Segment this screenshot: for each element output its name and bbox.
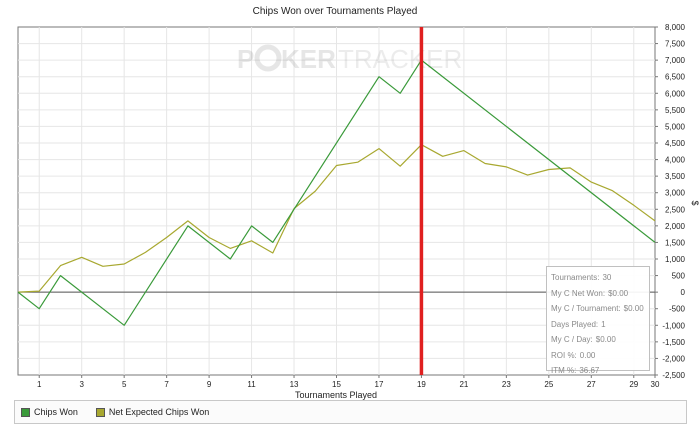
stats-row: My C / Tournament: $0.00 bbox=[551, 301, 645, 317]
x-tick-label: 27 bbox=[587, 380, 596, 389]
stats-label: Days Played: bbox=[551, 319, 599, 329]
y-tick-label: 1,500 bbox=[665, 238, 686, 247]
x-tick-label: 9 bbox=[207, 380, 212, 389]
legend-label-chips-won: Chips Won bbox=[34, 407, 78, 417]
y-tick-label: -2,500 bbox=[662, 371, 685, 380]
y-tick-label: 7,000 bbox=[665, 56, 686, 65]
x-tick-label: 23 bbox=[502, 380, 511, 389]
y-tick-label: 1,000 bbox=[665, 255, 686, 264]
x-tick-label: 3 bbox=[79, 380, 84, 389]
y-tick-label: 3,500 bbox=[665, 172, 686, 181]
x-axis-label: Tournaments Played bbox=[295, 390, 377, 400]
x-tick-label: 13 bbox=[290, 380, 299, 389]
stats-value: 1 bbox=[601, 319, 606, 329]
stats-label: ITM %: bbox=[551, 366, 577, 375]
y-tick-label: 6,500 bbox=[665, 73, 686, 82]
x-tick-label: 25 bbox=[544, 380, 553, 389]
x-tick-label: 17 bbox=[375, 380, 384, 389]
y-tick-label: 500 bbox=[672, 272, 686, 281]
x-tick-label: 29 bbox=[629, 380, 638, 389]
series-line-chips-won bbox=[17, 59, 656, 326]
x-tick-label: 19 bbox=[417, 380, 426, 389]
legend-item-net-expected[interactable]: Net Expected Chips Won bbox=[95, 407, 210, 417]
x-tick-label: 1 bbox=[37, 380, 42, 389]
stats-label: My C / Day: bbox=[551, 335, 593, 344]
x-tick-label: 5 bbox=[122, 380, 127, 389]
stats-label: My C / Tournament: bbox=[551, 304, 621, 313]
y-tick-label: -2,000 bbox=[662, 354, 685, 363]
y-tick-label: 7,500 bbox=[665, 40, 686, 49]
y-axis-label: $ bbox=[690, 200, 700, 205]
watermark-mid: KER bbox=[281, 44, 336, 74]
y-tick-label: -1,500 bbox=[662, 338, 685, 347]
x-tick-label: 7 bbox=[164, 380, 169, 389]
x-tick-label: 21 bbox=[459, 380, 468, 389]
legend: Chips Won Net Expected Chips Won bbox=[14, 400, 687, 424]
y-tick-label: 4,000 bbox=[665, 156, 686, 165]
x-tick-label: 30 bbox=[651, 380, 660, 389]
watermark-chip-icon bbox=[254, 44, 282, 72]
stats-row: Tournaments: 30 bbox=[551, 270, 645, 286]
stats-value: 0.00 bbox=[579, 350, 596, 360]
stats-row: ROI %: 0.00 bbox=[551, 348, 645, 364]
legend-label-net-expected: Net Expected Chips Won bbox=[108, 407, 210, 417]
series-line-net-expected-chips-won bbox=[17, 144, 656, 293]
watermark-left: P bbox=[237, 44, 254, 74]
y-tick-label: 3,000 bbox=[665, 189, 686, 198]
y-tick-label: 6,000 bbox=[665, 89, 686, 98]
y-tick-label: -1,000 bbox=[662, 321, 685, 330]
x-tick-label: 15 bbox=[332, 380, 341, 389]
stats-row: My C Net Won: $0.00 bbox=[551, 286, 645, 302]
stats-label: ROI %: bbox=[551, 350, 577, 360]
y-tick-label: 5,500 bbox=[665, 106, 686, 115]
stats-value: $0.00 bbox=[595, 335, 616, 344]
y-tick-label: 2,000 bbox=[665, 222, 686, 231]
stats-value: 30 bbox=[602, 273, 612, 282]
series-layer bbox=[17, 59, 656, 326]
stats-value: $0.00 bbox=[623, 304, 644, 313]
watermark: P KER TRACKER bbox=[237, 44, 462, 74]
x-tick-label: 11 bbox=[247, 380, 256, 389]
stats-row: My C / Day: $0.00 bbox=[551, 332, 645, 348]
stats-rows: Tournaments: 30 My C Net Won: $0.00 My C / T… bbox=[551, 270, 645, 379]
legend-swatch-chips-won-icon bbox=[21, 407, 30, 417]
y-tick-label: 2,500 bbox=[665, 205, 686, 214]
stats-value: $0.00 bbox=[608, 288, 629, 298]
y-tick-label: 0 bbox=[681, 288, 686, 297]
stats-value: 36.67 bbox=[579, 366, 600, 375]
stats-label: My C Net Won: bbox=[551, 288, 606, 298]
y-tick-label: 5,000 bbox=[665, 122, 686, 131]
y-tick-label: 8,000 bbox=[665, 23, 686, 32]
stats-row: ITM %: 36.67 bbox=[551, 363, 645, 379]
y-tick-label: -500 bbox=[669, 305, 686, 314]
watermark-right: TRACKER bbox=[338, 44, 462, 74]
tick-layer: -2,500 -2,000 -1,500 -1,000 -500 0 500 1,000 1,5… bbox=[37, 23, 686, 389]
stats-panel: Tournaments: 30 My C Net Won: $0.00 My C / T… bbox=[546, 266, 650, 375]
y-tick-label: 4,500 bbox=[665, 139, 686, 148]
stats-label: Tournaments: bbox=[551, 273, 600, 282]
chart-title: Chips Won over Tournaments Played bbox=[253, 6, 418, 17]
grid-layer bbox=[18, 27, 655, 375]
stats-row: Days Played: 1 bbox=[551, 317, 645, 333]
legend-item-chips-won[interactable]: Chips Won bbox=[21, 407, 78, 417]
legend-swatch-net-expected-icon bbox=[95, 407, 105, 417]
